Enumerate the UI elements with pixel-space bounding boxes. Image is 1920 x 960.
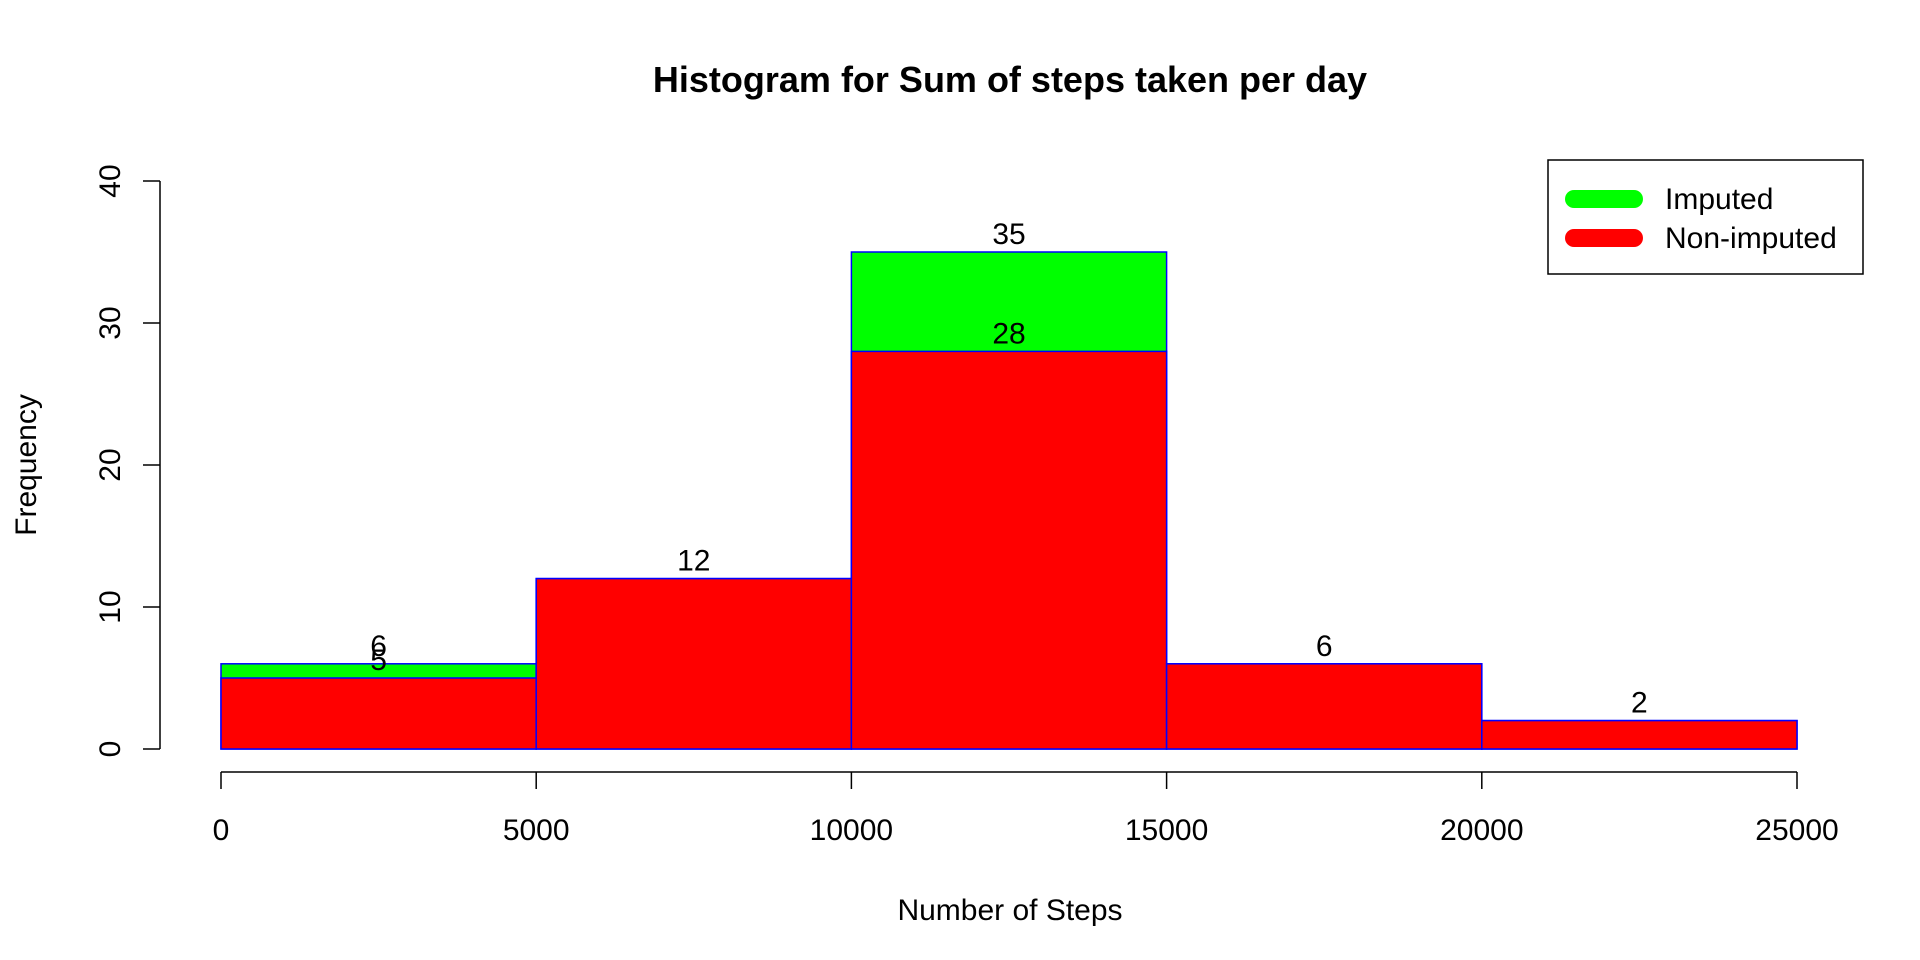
data-label: 2 [1631,687,1648,720]
data-label: 6 [1316,630,1333,663]
x-tick-label: 10000 [810,814,893,847]
y-tick-label: 40 [94,164,127,197]
y-tick-label: 0 [94,741,127,758]
x-axis: 0 5000 10000 15000 20000 25000 [213,771,1839,847]
x-tick-label: 20000 [1440,814,1523,847]
legend-box [1547,159,1864,275]
data-label: 5 [370,644,387,677]
x-axis-label: Number of Steps [897,894,1122,927]
y-tick-label: 10 [94,590,127,623]
non-imputed-bar-3 [1165,663,1483,750]
y-tick-label: 20 [94,448,127,481]
y-axis-label: Frequency [10,394,43,536]
legend-label-imputed: Imputed [1665,183,1773,216]
legend: Imputed Non-imputed [1547,159,1864,275]
non-imputed-bar-1 [535,577,853,750]
x-tick-label: 0 [213,814,230,847]
legend-label-non-imputed: Non-imputed [1665,222,1837,255]
data-label: 35 [992,218,1025,251]
non-imputed-bars [220,350,1798,750]
non-imputed-bar-4 [1481,719,1798,750]
x-tick-label: 5000 [503,814,570,847]
x-tick-label: 25000 [1755,814,1838,847]
non-imputed-bar-2 [850,350,1168,750]
data-label: 6 [370,630,387,663]
data-label: 28 [992,317,1025,350]
non-imputed-bar-0 [220,677,537,750]
y-axis: 0 10 20 30 40 [94,164,161,758]
y-tick-label: 30 [94,306,127,339]
x-tick-label: 15000 [1125,814,1208,847]
chart-title: Histogram for Sum of steps taken per day [653,59,1367,100]
data-label: 12 [677,545,710,578]
